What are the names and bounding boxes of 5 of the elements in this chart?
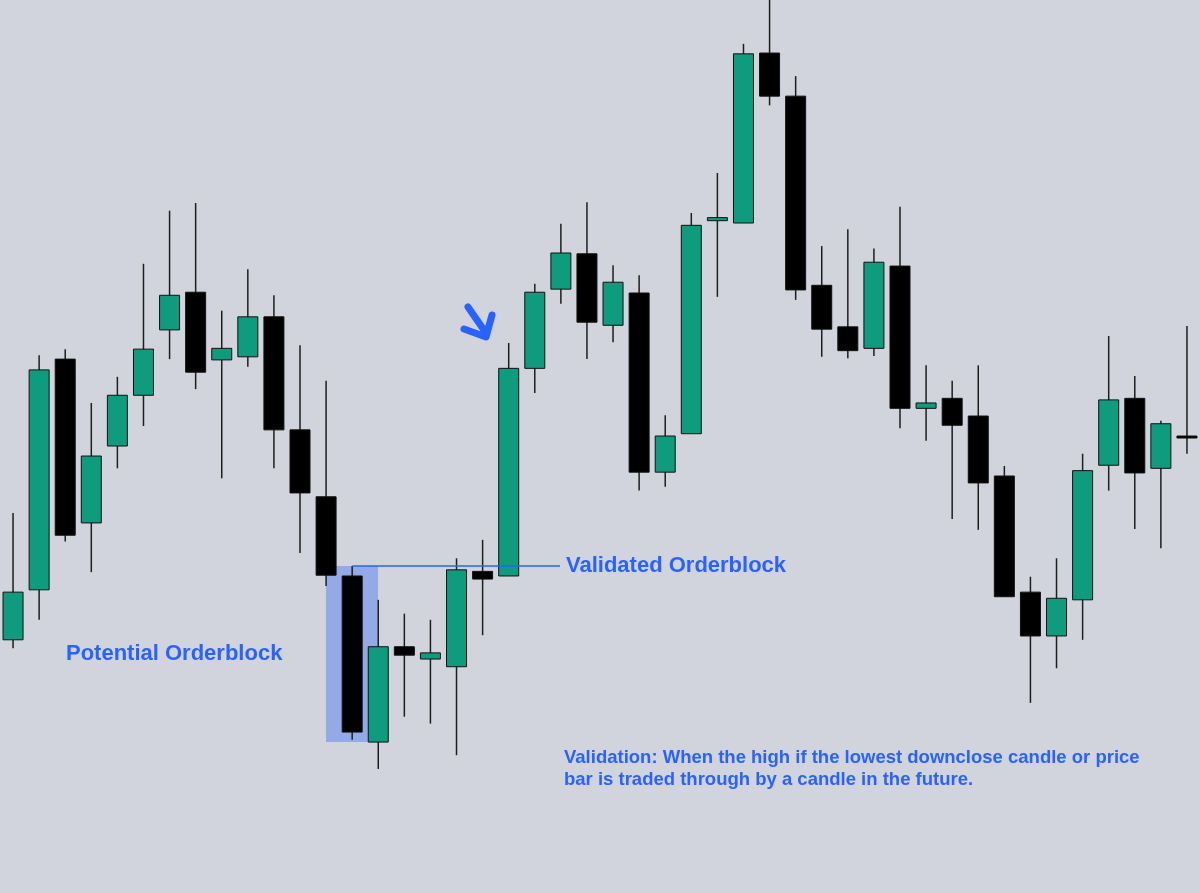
candlestick [393,612,415,718]
annotation: Potential Orderblock [66,640,283,666]
annotation: Validated Orderblock [566,551,787,578]
annotation: Validation: When the high if the lowest downclose candle or price bar is traded through by a candle in the future. [564,746,1141,790]
candlestick [837,228,859,360]
